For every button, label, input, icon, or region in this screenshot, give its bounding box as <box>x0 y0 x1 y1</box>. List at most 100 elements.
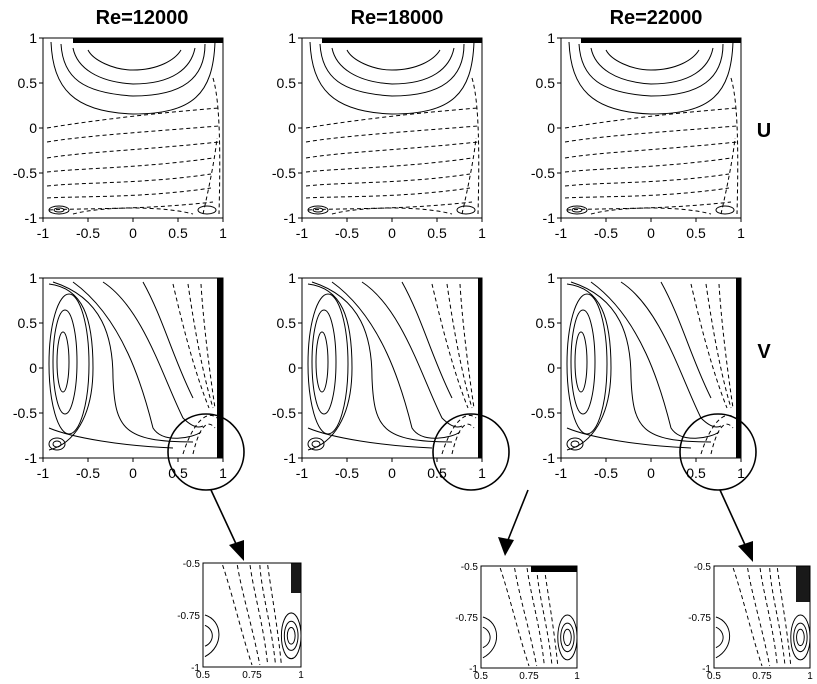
panel-v-re18000 <box>301 277 483 459</box>
y-tick-label-u-re18000: 0.5 <box>277 75 297 91</box>
x-tick-label-v-re12000: -0.5 <box>76 465 100 481</box>
x-tick-label-u-re18000: -1 <box>296 225 309 241</box>
x-tick-label-v-re22000: 1 <box>737 465 745 481</box>
zoom-y-tick-label-re12000: -1 <box>191 663 200 674</box>
y-tick-label-u-re22000: -1 <box>543 210 556 226</box>
title-re-12000: Re=12000 <box>96 7 189 29</box>
x-tick-label-v-re12000: 1 <box>219 465 227 481</box>
highlight-circle-re12000 <box>167 413 245 491</box>
x-tick-label-v-re18000: -1 <box>296 465 309 481</box>
y-tick-label-v-re12000: 1 <box>29 270 37 286</box>
y-tick-label-u-re22000: 1 <box>547 30 555 46</box>
x-tick-label-u-re18000: 0 <box>388 225 396 241</box>
x-tick-label-u-re12000: -1 <box>37 225 50 241</box>
zoom-x-tick-label-re22000: 1 <box>807 671 813 682</box>
row-label-u: U <box>757 120 771 142</box>
y-tick-label-u-re18000: -0.5 <box>272 165 296 181</box>
panel-u-re12000 <box>42 37 224 219</box>
y-tick-label-v-re18000: 0 <box>288 360 296 376</box>
y-tick-label-v-re12000: 0 <box>29 360 37 376</box>
x-tick-label-u-re22000: -1 <box>555 225 568 241</box>
panel-v-re22000 <box>560 277 742 459</box>
y-tick-label-u-re12000: 0 <box>29 120 37 136</box>
zoom-panel-re12000 <box>202 562 302 668</box>
y-tick-label-u-re22000: -0.5 <box>531 165 555 181</box>
row-label-v: V <box>757 341 771 363</box>
zoom-panel-re18000 <box>480 565 578 669</box>
y-tick-label-v-re18000: -0.5 <box>272 405 296 421</box>
panel-u-re18000 <box>301 37 483 219</box>
y-tick-label-v-re18000: 1 <box>288 270 296 286</box>
y-tick-label-v-re18000: -1 <box>284 450 297 466</box>
zoom-panel-re22000 <box>713 565 811 669</box>
x-tick-label-v-re18000: -0.5 <box>335 465 359 481</box>
x-tick-label-u-re12000: -0.5 <box>76 225 100 241</box>
y-tick-label-v-re18000: 0.5 <box>277 315 297 331</box>
y-tick-label-v-re22000: -1 <box>543 450 556 466</box>
y-tick-label-v-re22000: 0 <box>547 360 555 376</box>
arrow-re22000 <box>719 489 753 562</box>
zoom-x-tick-label-re18000: 0.75 <box>519 671 539 682</box>
y-tick-label-v-re22000: 1 <box>547 270 555 286</box>
x-tick-label-u-re18000: 1 <box>478 225 486 241</box>
x-tick-label-u-re12000: 0 <box>129 225 137 241</box>
y-tick-label-u-re22000: 0 <box>547 120 555 136</box>
x-tick-label-v-re12000: 0 <box>129 465 137 481</box>
x-tick-label-v-re12000: -1 <box>37 465 50 481</box>
panel-v-re12000 <box>42 277 224 459</box>
y-tick-label-u-re18000: 1 <box>288 30 296 46</box>
zoom-x-tick-label-re18000: 1 <box>574 671 580 682</box>
x-tick-label-v-re18000: 1 <box>478 465 486 481</box>
highlight-circle-re18000 <box>432 413 510 491</box>
panel-u-re22000 <box>560 37 742 219</box>
x-tick-label-u-re12000: 0.5 <box>168 225 188 241</box>
zoom-x-tick-label-re18000: 0.5 <box>474 671 488 682</box>
y-tick-label-v-re12000: -1 <box>25 450 38 466</box>
zoom-y-tick-label-re12000: -0.75 <box>177 611 200 622</box>
zoom-y-tick-label-re22000: -0.75 <box>688 613 711 624</box>
zoom-y-tick-label-re18000: -1 <box>469 664 478 675</box>
x-tick-label-u-re18000: 0.5 <box>427 225 447 241</box>
y-tick-label-u-re12000: -1 <box>25 210 38 226</box>
y-tick-label-u-re18000: -1 <box>284 210 297 226</box>
title-re-18000: Re=18000 <box>351 7 444 29</box>
y-tick-label-v-re22000: -0.5 <box>531 405 555 421</box>
x-tick-label-v-re22000: 0 <box>647 465 655 481</box>
zoom-x-tick-label-re22000: 0.5 <box>707 671 721 682</box>
zoom-y-tick-label-re18000: -0.5 <box>461 562 479 573</box>
x-tick-label-v-re22000: -0.5 <box>594 465 618 481</box>
x-tick-label-u-re12000: 1 <box>219 225 227 241</box>
zoom-x-tick-label-re12000: 0.75 <box>242 670 262 681</box>
zoom-y-tick-label-re12000: -0.5 <box>183 559 201 570</box>
y-tick-label-u-re12000: 0.5 <box>18 75 38 91</box>
y-tick-label-u-re12000: -0.5 <box>13 165 37 181</box>
y-tick-label-u-re22000: 0.5 <box>536 75 556 91</box>
x-tick-label-v-re22000: -1 <box>555 465 568 481</box>
x-tick-label-u-re22000: -0.5 <box>594 225 618 241</box>
x-tick-label-v-re12000: 0.5 <box>168 465 188 481</box>
zoom-x-tick-label-re12000: 1 <box>298 670 304 681</box>
zoom-axis-ticks: 0.5 0.75 1-0.5-0.75-10.5 0.75 1-0.5-0.75-10.… <box>177 559 813 682</box>
x-tick-label-v-re22000: 0.5 <box>686 465 706 481</box>
zoom-y-tick-label-re22000: -1 <box>702 664 711 675</box>
y-tick-label-u-re18000: 0 <box>288 120 296 136</box>
y-tick-label-v-re12000: 0.5 <box>18 315 38 331</box>
zoom-x-tick-label-re12000: 0.5 <box>196 670 210 681</box>
y-tick-label-v-re12000: -0.5 <box>13 405 37 421</box>
zoom-y-tick-label-re22000: -0.5 <box>694 562 712 573</box>
title-re-22000: Re=22000 <box>610 7 703 29</box>
main-axis-ticks: -1-1-0.5-0.5000.50.511-1-1-0.5-0.5000.50… <box>13 30 745 481</box>
arrow-re12000 <box>210 489 244 561</box>
x-tick-label-u-re22000: 0.5 <box>686 225 706 241</box>
x-tick-label-u-re22000: 1 <box>737 225 745 241</box>
y-tick-label-v-re22000: 0.5 <box>536 315 556 331</box>
y-tick-label-u-re12000: 1 <box>29 30 37 46</box>
arrow-re18000 <box>498 489 529 556</box>
zoom-x-tick-label-re22000: 0.75 <box>752 671 772 682</box>
x-tick-label-v-re18000: 0 <box>388 465 396 481</box>
x-tick-label-u-re22000: 0 <box>647 225 655 241</box>
x-tick-label-u-re18000: -0.5 <box>335 225 359 241</box>
highlight-circle-re22000 <box>679 413 757 491</box>
zoom-y-tick-label-re18000: -0.75 <box>455 613 478 624</box>
